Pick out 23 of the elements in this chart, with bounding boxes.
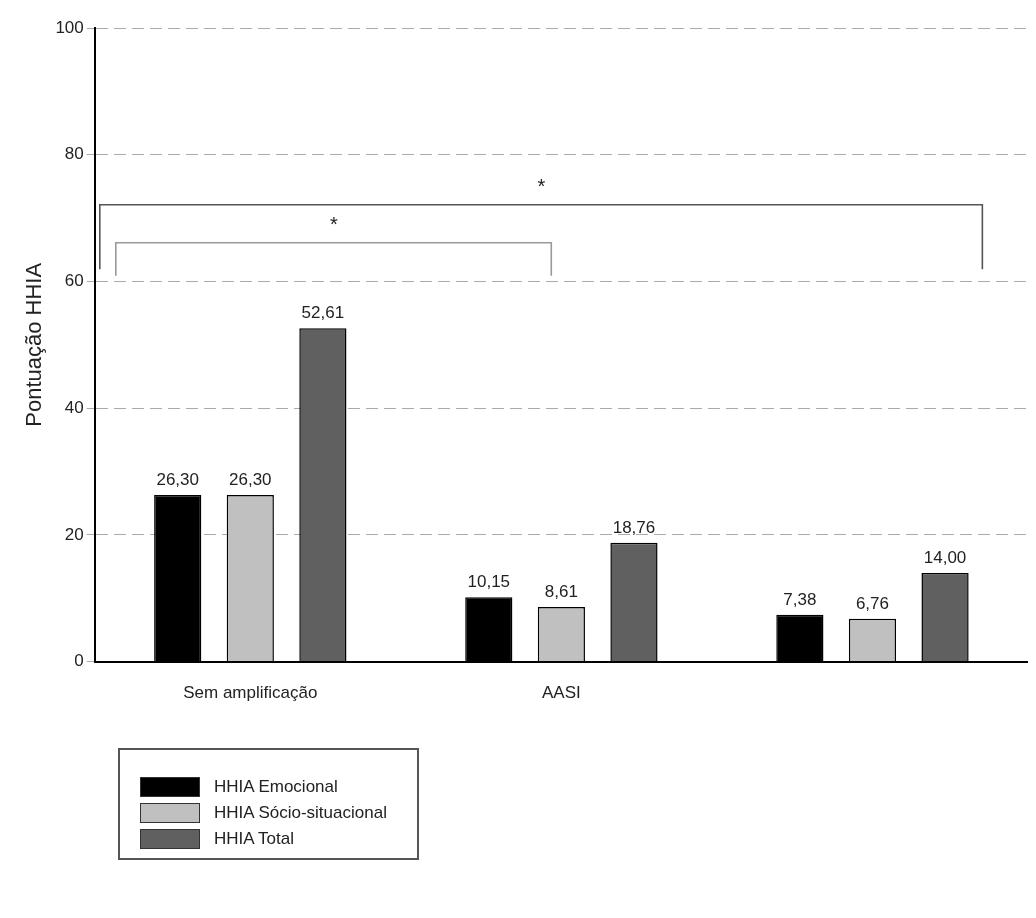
y-tick-label: 80 [64, 144, 84, 164]
data-label: 18,76 [612, 517, 656, 537]
y-tick-label: 100 [55, 17, 84, 37]
data-label: 26,30 [156, 470, 199, 490]
x-tick-label: Sem amplificação [183, 683, 318, 703]
y-tick-label: 20 [64, 524, 84, 544]
x-tick-label: AASI [542, 683, 581, 703]
data-label: 26,30 [229, 470, 272, 490]
data-label: 10,15 [467, 572, 511, 592]
y-axis-title: Pontuação HHIA [21, 262, 47, 427]
data-label: 52,61 [301, 303, 345, 323]
legend-label: HHIA Total [214, 829, 295, 849]
y-tick-label: 60 [64, 271, 84, 291]
legend-label: HHIA Emocional [214, 777, 338, 797]
data-label: 7,38 [783, 590, 817, 610]
data-label: 8,61 [544, 582, 578, 602]
legend-label: HHIA Sócio-situacional [214, 803, 387, 823]
data-label: 14,00 [923, 548, 967, 568]
annotation: * [536, 175, 547, 199]
y-tick-label: 0 [74, 651, 84, 671]
annotation: * [328, 213, 339, 237]
y-tick-label: 40 [64, 397, 84, 417]
data-label: 6,76 [855, 593, 890, 613]
